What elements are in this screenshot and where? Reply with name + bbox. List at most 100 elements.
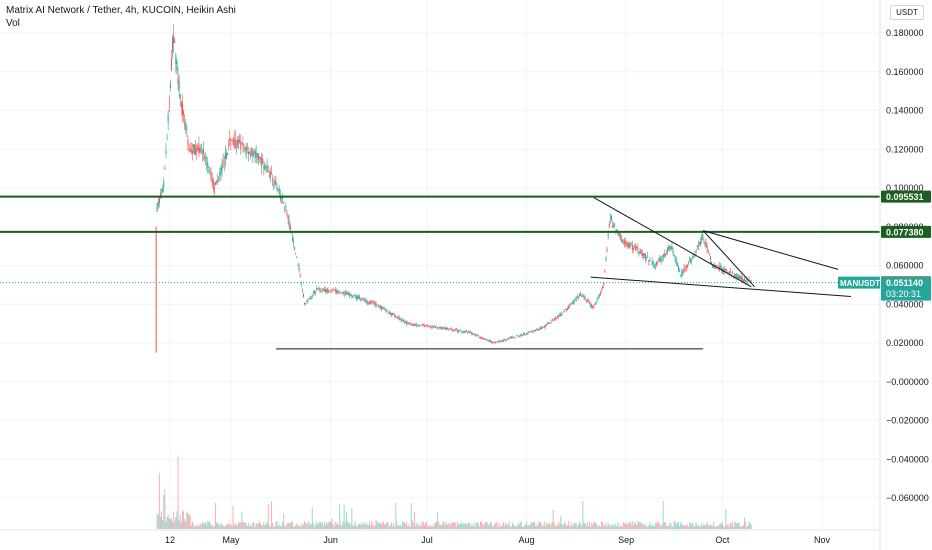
volume-bar xyxy=(533,521,535,529)
candle xyxy=(564,309,566,311)
candle xyxy=(550,321,552,323)
volume-bar xyxy=(513,524,515,529)
candle xyxy=(368,302,370,304)
volume-bar xyxy=(419,523,421,529)
volume-bar xyxy=(393,523,395,529)
volume-bar xyxy=(573,522,575,529)
volume-bar xyxy=(461,521,463,529)
volume-bar xyxy=(557,524,559,529)
volume-bar xyxy=(465,523,467,529)
candle xyxy=(555,317,557,319)
candle xyxy=(638,252,640,254)
volume-bar xyxy=(462,524,464,529)
volume-bar xyxy=(313,526,315,529)
candle xyxy=(695,250,697,252)
volume-bar xyxy=(459,523,461,529)
candle xyxy=(172,37,174,52)
volume-bar xyxy=(299,524,301,529)
candle xyxy=(613,225,615,228)
candle xyxy=(505,340,507,342)
volume-bar xyxy=(562,525,564,529)
candle xyxy=(661,258,663,260)
candle xyxy=(430,326,432,328)
volume-bar xyxy=(580,523,582,529)
volume-bar xyxy=(364,524,366,529)
volume-bar xyxy=(234,523,236,529)
volume-bar xyxy=(493,525,495,529)
candle xyxy=(310,296,312,299)
candle xyxy=(471,332,473,335)
volume-bar xyxy=(428,524,430,529)
volume-bar xyxy=(302,524,304,529)
volume-bar xyxy=(680,522,682,529)
volume-bar xyxy=(286,523,288,529)
candle xyxy=(401,320,403,321)
volume-bar xyxy=(673,520,675,529)
candle xyxy=(527,332,529,334)
candle xyxy=(724,268,726,273)
volume-bar xyxy=(591,522,593,529)
price-axis[interactable]: 0.180000 0.160000 0.140000 0.120000 0.100000… xyxy=(879,0,929,550)
candle xyxy=(647,255,649,257)
volume-bar xyxy=(572,525,574,529)
current-price-tag-bg xyxy=(881,276,931,301)
volume-bar xyxy=(190,525,192,529)
volume-bar xyxy=(455,526,457,529)
candle xyxy=(236,140,238,146)
volume-bar xyxy=(737,522,739,529)
volume-bar xyxy=(432,526,434,529)
volume-bar xyxy=(318,522,320,529)
volume-bar xyxy=(482,523,484,529)
candle xyxy=(581,295,583,297)
volume-bar xyxy=(415,525,417,529)
volume-bar xyxy=(227,523,229,529)
volume-bar xyxy=(385,523,387,529)
time-axis[interactable]: 12 May Jun Jul Aug Sep Oct Nov xyxy=(0,529,880,545)
volume-bar xyxy=(626,523,628,529)
candle xyxy=(282,197,284,199)
volume-bar xyxy=(363,522,365,529)
y-tick-label: −0.000000 xyxy=(886,377,929,387)
candle xyxy=(311,295,313,297)
volume-bar xyxy=(422,522,424,529)
volume-bar xyxy=(619,524,621,529)
trend-lines xyxy=(275,197,851,350)
candle xyxy=(409,323,411,325)
volume-bar xyxy=(397,525,399,529)
volume-bar xyxy=(515,526,517,529)
volume-bar xyxy=(386,521,388,529)
candle xyxy=(196,147,198,152)
candle xyxy=(594,304,596,305)
candle xyxy=(210,172,212,179)
price-tag-bg xyxy=(881,225,931,238)
x-tick-label: 12 xyxy=(165,535,175,545)
volume-bar xyxy=(664,521,666,529)
candle xyxy=(601,290,603,292)
volume-bar xyxy=(266,522,268,529)
candle xyxy=(392,313,394,315)
candle xyxy=(741,278,743,280)
candle xyxy=(217,179,219,180)
candle xyxy=(683,267,685,270)
volume-bar xyxy=(726,525,728,529)
candle xyxy=(610,216,612,221)
candle xyxy=(745,280,747,282)
candle xyxy=(706,246,708,250)
candle xyxy=(476,334,478,336)
candle xyxy=(541,327,543,329)
candle xyxy=(201,150,203,154)
candle xyxy=(472,333,474,335)
candle xyxy=(690,260,692,263)
currency-button[interactable]: USDT xyxy=(890,5,924,20)
volume-bar xyxy=(444,524,446,529)
volume-bar xyxy=(441,524,443,529)
candle xyxy=(180,101,182,108)
volume-bar xyxy=(207,521,209,529)
candle xyxy=(663,253,665,258)
volume-bar xyxy=(669,523,671,529)
candle xyxy=(538,329,540,331)
candle xyxy=(418,325,420,327)
candle xyxy=(305,302,307,304)
candles xyxy=(155,24,752,353)
